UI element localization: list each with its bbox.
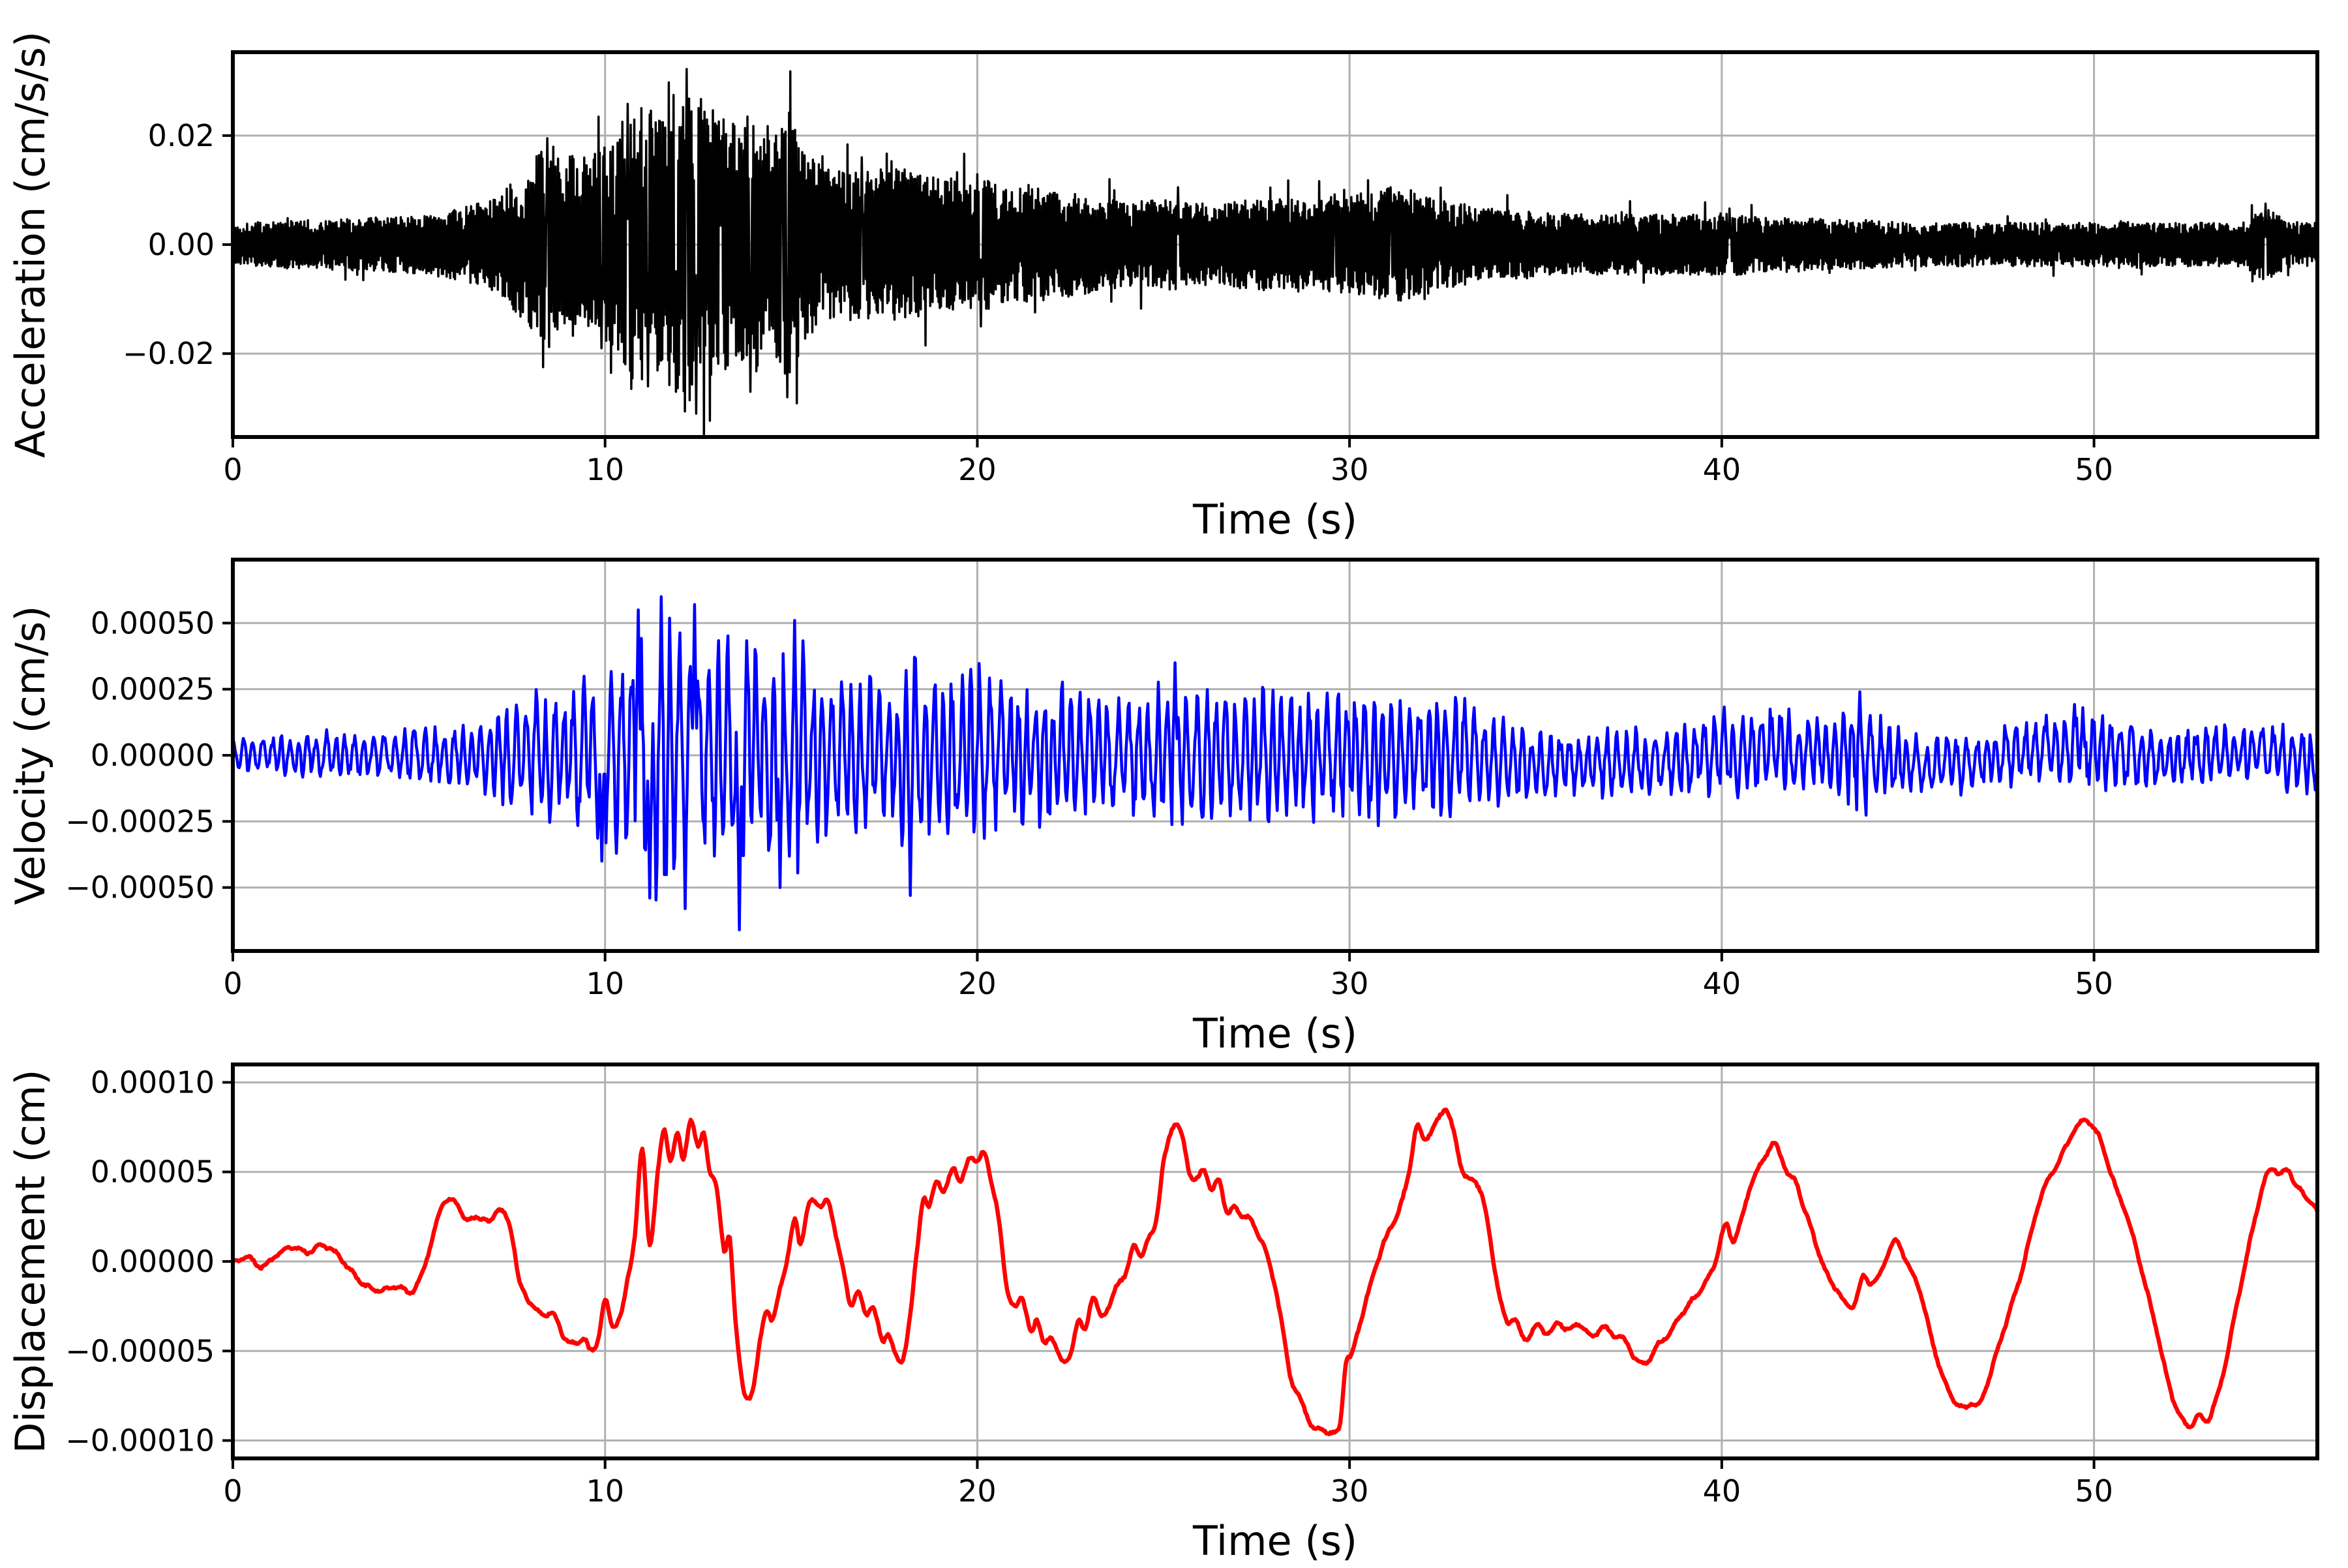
- x-tick-label: 10: [586, 1473, 624, 1509]
- y-tick-label: −0.00050: [65, 870, 215, 905]
- acceleration-x-axis-label: Time (s): [1192, 496, 1357, 543]
- y-tick-label: −0.02: [123, 336, 215, 371]
- subplot-acceleration: 0 10 20 30 40 50 0.02 0.00 −0.02: [123, 50, 2319, 487]
- y-tick-label: 0.00005: [91, 1154, 215, 1190]
- subplot-velocity: 0 10 20 30 40 50 0.00050 0.00025 0.00000 −0.00025…: [65, 558, 2319, 1001]
- x-tick-label: 40: [1703, 966, 1741, 1001]
- x-tick-label: 50: [2075, 452, 2113, 487]
- y-tick-label: −0.00010: [65, 1423, 215, 1458]
- waveform-displacement: [230, 1108, 2320, 1436]
- x-tick-label: 30: [1331, 452, 1369, 487]
- displacement-y-axis-label: Displacement (cm): [7, 1070, 54, 1454]
- y-tick-label: −0.00005: [65, 1333, 215, 1368]
- y-tick-label: 0.00000: [91, 1244, 215, 1279]
- y-tick-label: −0.00025: [65, 804, 215, 839]
- velocity-y-axis-label: Velocity (cm/s): [7, 606, 54, 905]
- velocity-x-axis-label: Time (s): [1192, 1010, 1357, 1057]
- y-tick-label: 0.02: [148, 118, 215, 153]
- x-tick-label: 20: [958, 452, 997, 487]
- x-tick-label: 40: [1703, 1473, 1741, 1509]
- x-tick-label: 30: [1331, 1473, 1369, 1509]
- x-tick-label: 50: [2075, 1473, 2113, 1509]
- waveform-acceleration: [232, 68, 2319, 437]
- x-tick-label: 20: [958, 1473, 997, 1509]
- y-tick-label: 0.00025: [91, 672, 215, 707]
- x-tick-label: 10: [586, 452, 624, 487]
- y-tick-label: 0.00050: [91, 605, 215, 641]
- y-tick-label: 0.00: [148, 227, 215, 262]
- y-tick-label: 0.00010: [91, 1064, 215, 1100]
- x-tick-label: 0: [223, 966, 242, 1001]
- x-tick-label: 10: [586, 966, 624, 1001]
- acceleration-y-axis-label: Acceleration (cm/s/s): [7, 31, 54, 458]
- x-tick-label: 0: [223, 452, 242, 487]
- y-tick-label: 0.00000: [91, 738, 215, 773]
- x-tick-label: 30: [1331, 966, 1369, 1001]
- x-tick-label: 40: [1703, 452, 1741, 487]
- displacement-x-axis-label: Time (s): [1192, 1517, 1357, 1565]
- subplot-displacement: 0 10 20 30 40 50 0.00010 0.00005 0.00000 −0.00005…: [65, 1063, 2320, 1509]
- x-tick-label: 20: [958, 966, 997, 1001]
- x-tick-label: 50: [2075, 966, 2113, 1001]
- x-tick-label: 0: [223, 1473, 242, 1509]
- waveform-velocity: [231, 595, 2319, 931]
